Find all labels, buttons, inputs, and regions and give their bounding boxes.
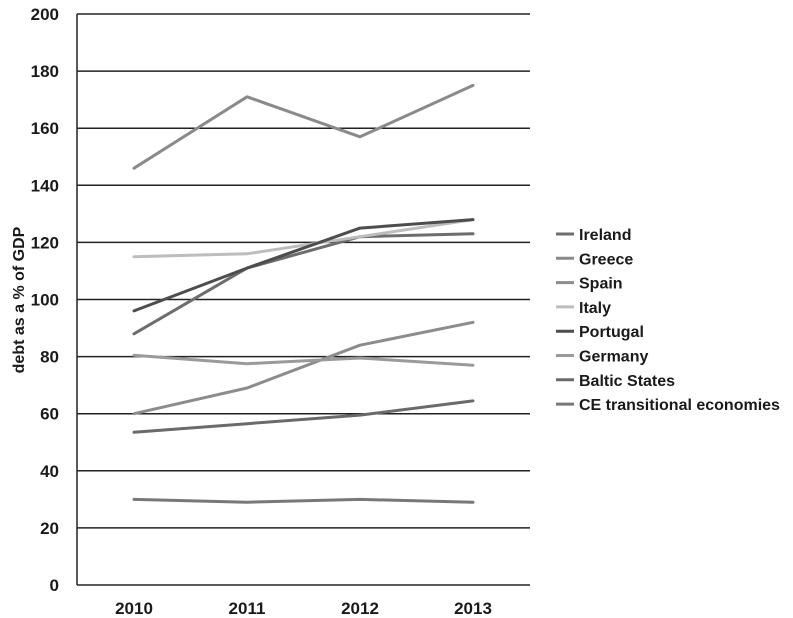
series-line-baltic-states (132, 399, 475, 434)
x-tick-labels: 2010 2011 2012 2013 (115, 599, 492, 618)
x-tick-label: 2012 (341, 599, 379, 618)
legend-entry: Greece (579, 251, 633, 268)
y-tick-label: 0 (50, 576, 59, 595)
y-tick-label: 20 (40, 519, 59, 538)
y-tick-labels: 0 20 40 60 80 100 120 140 160 180 200 (31, 5, 59, 595)
series-line-italy (132, 218, 475, 259)
legend-entry: Portugal (579, 324, 644, 341)
y-tick-label: 180 (31, 62, 59, 81)
y-tick-label: 160 (31, 119, 59, 138)
y-tick-label: 120 (31, 233, 59, 252)
legend-entry: Spain (579, 276, 623, 293)
legend-entry: Italy (579, 300, 611, 317)
legend: Ireland Greece Spain Italy Portugal Germany Ba… (556, 227, 780, 414)
y-tick-label: 200 (31, 5, 59, 24)
x-tick-label: 2010 (115, 599, 153, 618)
x-tick-label: 2013 (454, 599, 492, 618)
series-line-ireland (132, 232, 475, 336)
series-line-ce-transitional-economies (132, 497, 475, 504)
legend-entry: Germany (579, 349, 648, 366)
series-line-germany (132, 353, 475, 367)
legend-entry: CE transitional economies (579, 397, 780, 414)
legend-entry: Ireland (579, 227, 631, 244)
series-line-spain (132, 320, 475, 416)
y-tick-label: 140 (31, 176, 59, 195)
y-tick-label: 100 (31, 291, 59, 310)
series-lines (132, 83, 475, 504)
y-tick-label: 40 (40, 462, 59, 481)
y-tick-label: 80 (40, 348, 59, 367)
axes (76, 14, 530, 586)
y-tick-label: 60 (40, 405, 59, 424)
series-line-greece (132, 83, 475, 170)
legend-entry: Baltic States (579, 373, 675, 390)
y-axis-label: debt as a % of GDP (11, 226, 28, 373)
series-line-portugal (132, 218, 475, 313)
x-tick-label: 2011 (229, 599, 266, 618)
